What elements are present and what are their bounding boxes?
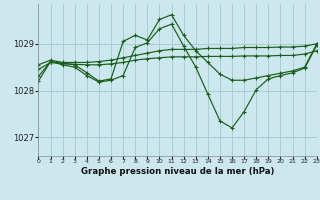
X-axis label: Graphe pression niveau de la mer (hPa): Graphe pression niveau de la mer (hPa) xyxy=(81,167,274,176)
